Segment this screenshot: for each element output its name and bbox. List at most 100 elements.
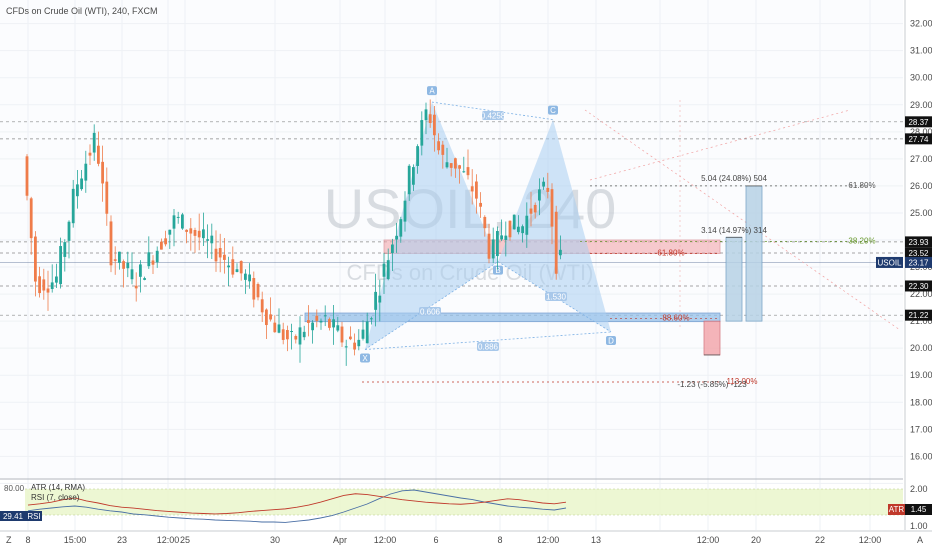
candle-body [315, 315, 319, 321]
pattern-xd [364, 331, 612, 350]
candle-body [214, 248, 218, 262]
candle-body [130, 269, 134, 280]
point-label-bg [548, 105, 558, 115]
price-label-bg [905, 236, 932, 248]
x-tick-label: 23 [117, 535, 127, 545]
candle-body [559, 249, 562, 256]
guide-line [584, 109, 901, 331]
candle-body [496, 231, 499, 257]
candle-body [176, 216, 180, 218]
price-label-bg [905, 116, 932, 128]
price-label: 23.52 [908, 249, 929, 258]
ratio-label-bg [545, 292, 567, 301]
candle-body [139, 264, 142, 277]
y-tick-label: 17.00 [910, 424, 932, 434]
point-label: X [362, 354, 368, 363]
candle-body [126, 262, 130, 269]
chart-title: CFDs on Crude Oil (WTI), 240, FXCM [6, 6, 158, 16]
candle-body [239, 260, 243, 274]
candle-body [202, 229, 205, 239]
candle-body [554, 211, 558, 274]
price-label: 21.22 [908, 311, 929, 320]
candle-body [302, 331, 306, 338]
candle-body [500, 235, 503, 240]
y-tick-label: 29.00 [910, 100, 932, 110]
candle-body [244, 273, 247, 280]
candle-body [193, 229, 197, 236]
x-tick-label: 6 [433, 535, 438, 545]
candle-body [88, 152, 92, 156]
candle-body [92, 132, 96, 153]
candle-body [277, 324, 281, 333]
candle-body [395, 235, 398, 240]
candle-body [46, 288, 50, 293]
candle-body [218, 248, 222, 258]
x-tick-label: 12:00 [537, 535, 560, 545]
y-tick-label: 28.00 [910, 127, 932, 137]
x-tick-label: 8 [25, 535, 30, 545]
candle-body [260, 299, 264, 313]
candle-body [256, 284, 260, 298]
candle-body [412, 167, 415, 185]
candle-body [550, 189, 554, 227]
candle-body [517, 226, 520, 233]
price-label: 23.17 [908, 258, 929, 267]
pattern-xab [365, 102, 498, 350]
y-tick-label: 26.00 [910, 181, 932, 191]
x-tick-label: 12:00 [157, 535, 180, 545]
candle-body [479, 202, 482, 207]
candle-body [231, 259, 235, 275]
point-label-bg [360, 353, 370, 363]
candle-body [508, 220, 512, 238]
fib-level-label: 61.80% [657, 249, 684, 258]
candle-body [122, 261, 125, 269]
candle-body [80, 178, 83, 190]
corner-label-right: A [917, 535, 923, 545]
candle-body [319, 320, 323, 323]
price-label-bg [905, 280, 932, 292]
candle-body [538, 189, 541, 201]
y-tick-label: 18.00 [910, 397, 932, 407]
candle-body [113, 259, 117, 261]
x-tick-label: 12:00 [859, 535, 882, 545]
corner-label-left: Z [6, 535, 12, 545]
projection-bar [725, 236, 743, 322]
x-tick-label: 15:00 [64, 535, 87, 545]
projection-bar [745, 185, 763, 322]
candle-body [109, 221, 113, 266]
projection-bar [703, 320, 721, 356]
x-tick-label: 8 [497, 535, 502, 545]
rsi-value-bg [0, 511, 26, 521]
candle-body [475, 181, 478, 199]
y-tick-label: 20.00 [910, 343, 932, 353]
ratio-label-bg [477, 342, 499, 351]
candle-body [353, 342, 356, 350]
candle-body [252, 278, 256, 300]
projection-label: 5.04 (24.08%) 504 [701, 174, 767, 183]
candle-body [470, 186, 474, 192]
candle-body [424, 109, 428, 121]
candle-body [151, 260, 155, 265]
indicator-legend-atr: ATR (14, RMA) [31, 483, 85, 492]
candle-body [357, 339, 361, 347]
candle-body [29, 198, 33, 239]
candle-body [449, 163, 453, 168]
x-tick-label: 12:00 [697, 535, 720, 545]
candle-body [487, 233, 491, 259]
candle-body [466, 167, 470, 176]
candle-body [269, 314, 272, 320]
x-tick-label: Apr [333, 535, 347, 545]
point-label: A [429, 87, 435, 96]
y-tick-label: 22.00 [910, 289, 932, 299]
candle-body [445, 162, 449, 168]
ratio-label: 1.530 [546, 293, 567, 302]
price-label-bg [905, 133, 932, 145]
candle-body [265, 309, 268, 326]
rsi-line [27, 493, 567, 515]
candle-body [433, 114, 436, 136]
candle-body [525, 215, 529, 235]
candle-body [529, 208, 533, 214]
candle-body [340, 326, 344, 343]
